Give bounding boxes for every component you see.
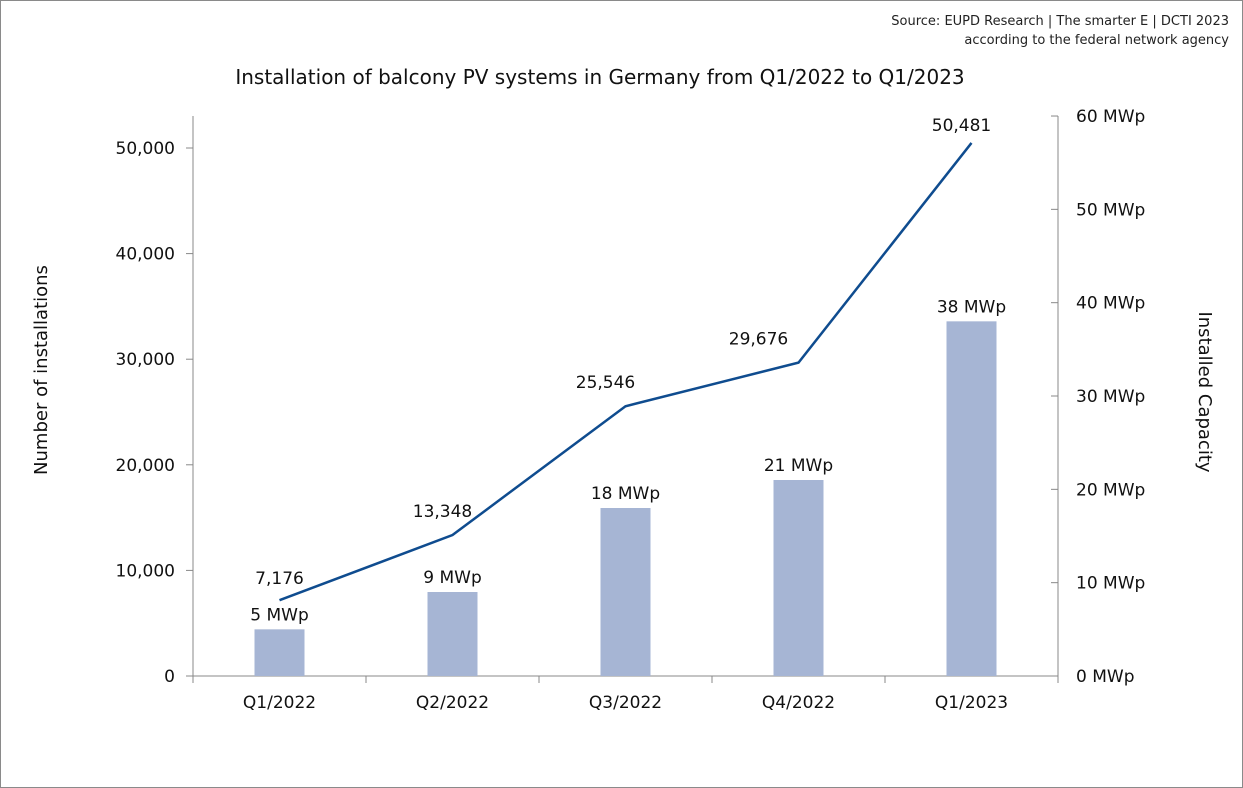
bar-data-label: 38 MWp xyxy=(937,297,1006,317)
bar-Q2/2022 xyxy=(427,592,478,676)
y2-tick-label: 40 MWp xyxy=(1076,294,1145,314)
bar-Q1/2023 xyxy=(946,321,997,676)
y-tick-label: 50,000 xyxy=(116,139,175,159)
bar-Q1/2022 xyxy=(254,629,305,676)
line-data-label: 50,481 xyxy=(932,116,991,136)
line-data-label: 29,676 xyxy=(729,330,788,350)
bar-Q4/2022 xyxy=(773,480,824,676)
y2-tick-label: 30 MWp xyxy=(1076,387,1145,407)
y-tick-label: 20,000 xyxy=(116,456,175,476)
y-tick-label: 0 xyxy=(164,667,175,687)
y-tick-label: 40,000 xyxy=(116,245,175,265)
x-tick-label: Q1/2022 xyxy=(243,693,316,713)
line-data-label: 13,348 xyxy=(413,502,472,522)
y2-axis-label: Installed Capacity xyxy=(1194,311,1215,472)
y2-tick-label: 0 MWp xyxy=(1076,667,1135,687)
bar-data-label: 18 MWp xyxy=(591,484,660,504)
bar-data-label: 21 MWp xyxy=(764,456,833,476)
chart-title: Installation of balcony PV systems in Ge… xyxy=(235,65,964,89)
line-data-label: 7,176 xyxy=(255,569,304,589)
source-line-1: Source: EUPD Research | The smarter E | … xyxy=(891,14,1229,29)
bar-data-label: 5 MWp xyxy=(250,605,309,625)
bar-Q3/2022 xyxy=(600,508,651,676)
y2-tick-label: 60 MWp xyxy=(1076,107,1145,127)
bar-data-label: 9 MWp xyxy=(423,568,482,588)
source-line-2: according to the federal network agency xyxy=(964,33,1229,48)
line-data-label: 25,546 xyxy=(576,373,635,393)
y-axis-label: Number of installations xyxy=(31,265,52,475)
y2-tick-label: 20 MWp xyxy=(1076,480,1145,500)
installations-line xyxy=(279,142,973,602)
y-tick-label: 10,000 xyxy=(116,561,175,581)
y-tick-label: 30,000 xyxy=(116,350,175,370)
y2-tick-label: 10 MWp xyxy=(1076,574,1145,594)
x-tick-label: Q3/2022 xyxy=(589,693,662,713)
y2-tick-label: 50 MWp xyxy=(1076,200,1145,220)
x-tick-label: Q4/2022 xyxy=(762,693,835,713)
x-tick-label: Q2/2022 xyxy=(416,693,489,713)
x-tick-label: Q1/2023 xyxy=(935,693,1008,713)
